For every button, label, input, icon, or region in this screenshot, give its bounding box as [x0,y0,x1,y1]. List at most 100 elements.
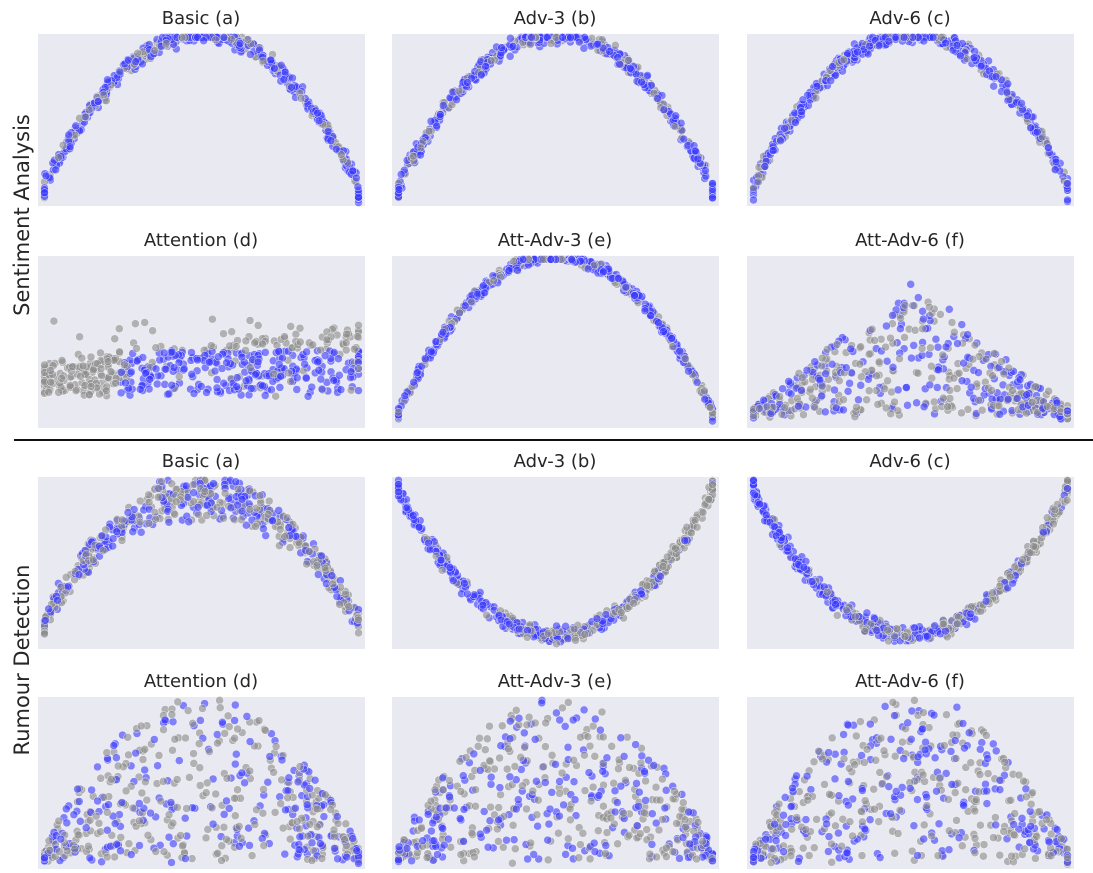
scatter-point [343,330,351,338]
scatter-point [232,342,240,350]
scatter-panel [747,477,1074,649]
scatter-point [242,337,250,345]
scatter-point [873,372,881,380]
scatter-point [213,384,221,392]
scatter-point [669,343,677,351]
scatter-point [425,127,433,135]
scatter-point [133,357,141,365]
scatter-point [69,363,77,371]
scatter-point [992,73,1000,81]
scatter-point [104,358,112,366]
scatter-point [564,635,572,643]
scatter-point [931,622,939,630]
scatter-point [958,377,966,385]
scatter-point [552,640,560,648]
scatter-point [998,358,1006,366]
scatter-point [301,360,309,368]
scatter-plot [392,477,719,649]
scatter-point [117,368,125,376]
scatter-point [185,773,193,781]
scatter-point [156,356,164,364]
scatter-point [693,378,701,386]
scatter-point [395,186,403,194]
scatter-point [104,76,112,84]
scatter-point [147,809,155,817]
scatter-point [1045,387,1053,395]
scatter-point [907,280,915,288]
scatter-point [1009,386,1017,394]
scatter-point [146,375,154,383]
group-divider [14,439,1093,441]
scatter-point [702,167,710,175]
scatter-point [52,166,60,174]
scatter-point [881,385,889,393]
scatter-point [355,629,363,637]
scatter-point [141,319,149,327]
scatter-point [866,42,874,50]
scatter-point [41,616,49,624]
scatter-point [403,504,411,512]
scatter-point [160,349,168,357]
scatter-point [188,370,196,378]
scatter-point [953,41,961,49]
scatter-point [345,603,353,611]
scatter-point [225,723,233,731]
scatter-panel [38,34,365,206]
scatter-point [329,580,337,588]
scatter-point [927,344,935,352]
scatter-point [622,283,630,291]
scatter-point [763,403,771,411]
scatter-point [821,408,829,416]
scatter-point [926,381,934,389]
scatter-point [1039,528,1047,536]
panel-title: Attention (d) [38,230,364,251]
scatter-point [409,512,417,520]
scatter-point [332,145,340,153]
scatter-point [328,572,336,580]
scatter-point [121,379,129,387]
scatter-point [439,328,447,336]
scatter-point [889,311,897,319]
scatter-point [258,835,266,843]
scatter-point [334,855,342,863]
scatter-point [165,518,173,526]
scatter-point [970,54,978,62]
scatter-point [303,560,311,568]
scatter-point [70,811,78,819]
scatter-point [145,519,153,527]
scatter-point [1051,166,1059,174]
scatter-point [659,562,667,570]
scatter-point [218,718,226,726]
scatter-point [238,495,246,503]
scatter-point [85,106,93,114]
scatter-point [477,71,485,79]
scatter-point [568,255,576,263]
scatter-point [42,172,50,180]
scatter-plot [747,477,1074,649]
scatter-point [842,364,850,372]
scatter-point [957,52,965,60]
scatter-point [1033,128,1041,136]
scatter-point [287,322,295,330]
scatter-panel [747,256,1074,428]
scatter-point [117,833,125,841]
scatter-point [958,409,966,417]
scatter-point [1064,485,1072,493]
scatter-point [1016,376,1024,384]
scatter-point [935,366,943,374]
scatter-point [600,268,608,276]
scatter-point [76,372,84,380]
scatter-point [691,147,699,155]
scatter-point [995,402,1003,410]
scatter-point [954,340,962,348]
scatter-point [594,40,602,48]
scatter-point [873,626,881,634]
scatter-point [526,41,534,49]
scatter-point [97,365,105,373]
scatter-point [47,367,55,375]
scatter-point [700,387,708,395]
scatter-point [853,48,861,56]
scatter-point [900,33,908,41]
scatter-point [168,381,176,389]
scatter-point [59,141,67,149]
